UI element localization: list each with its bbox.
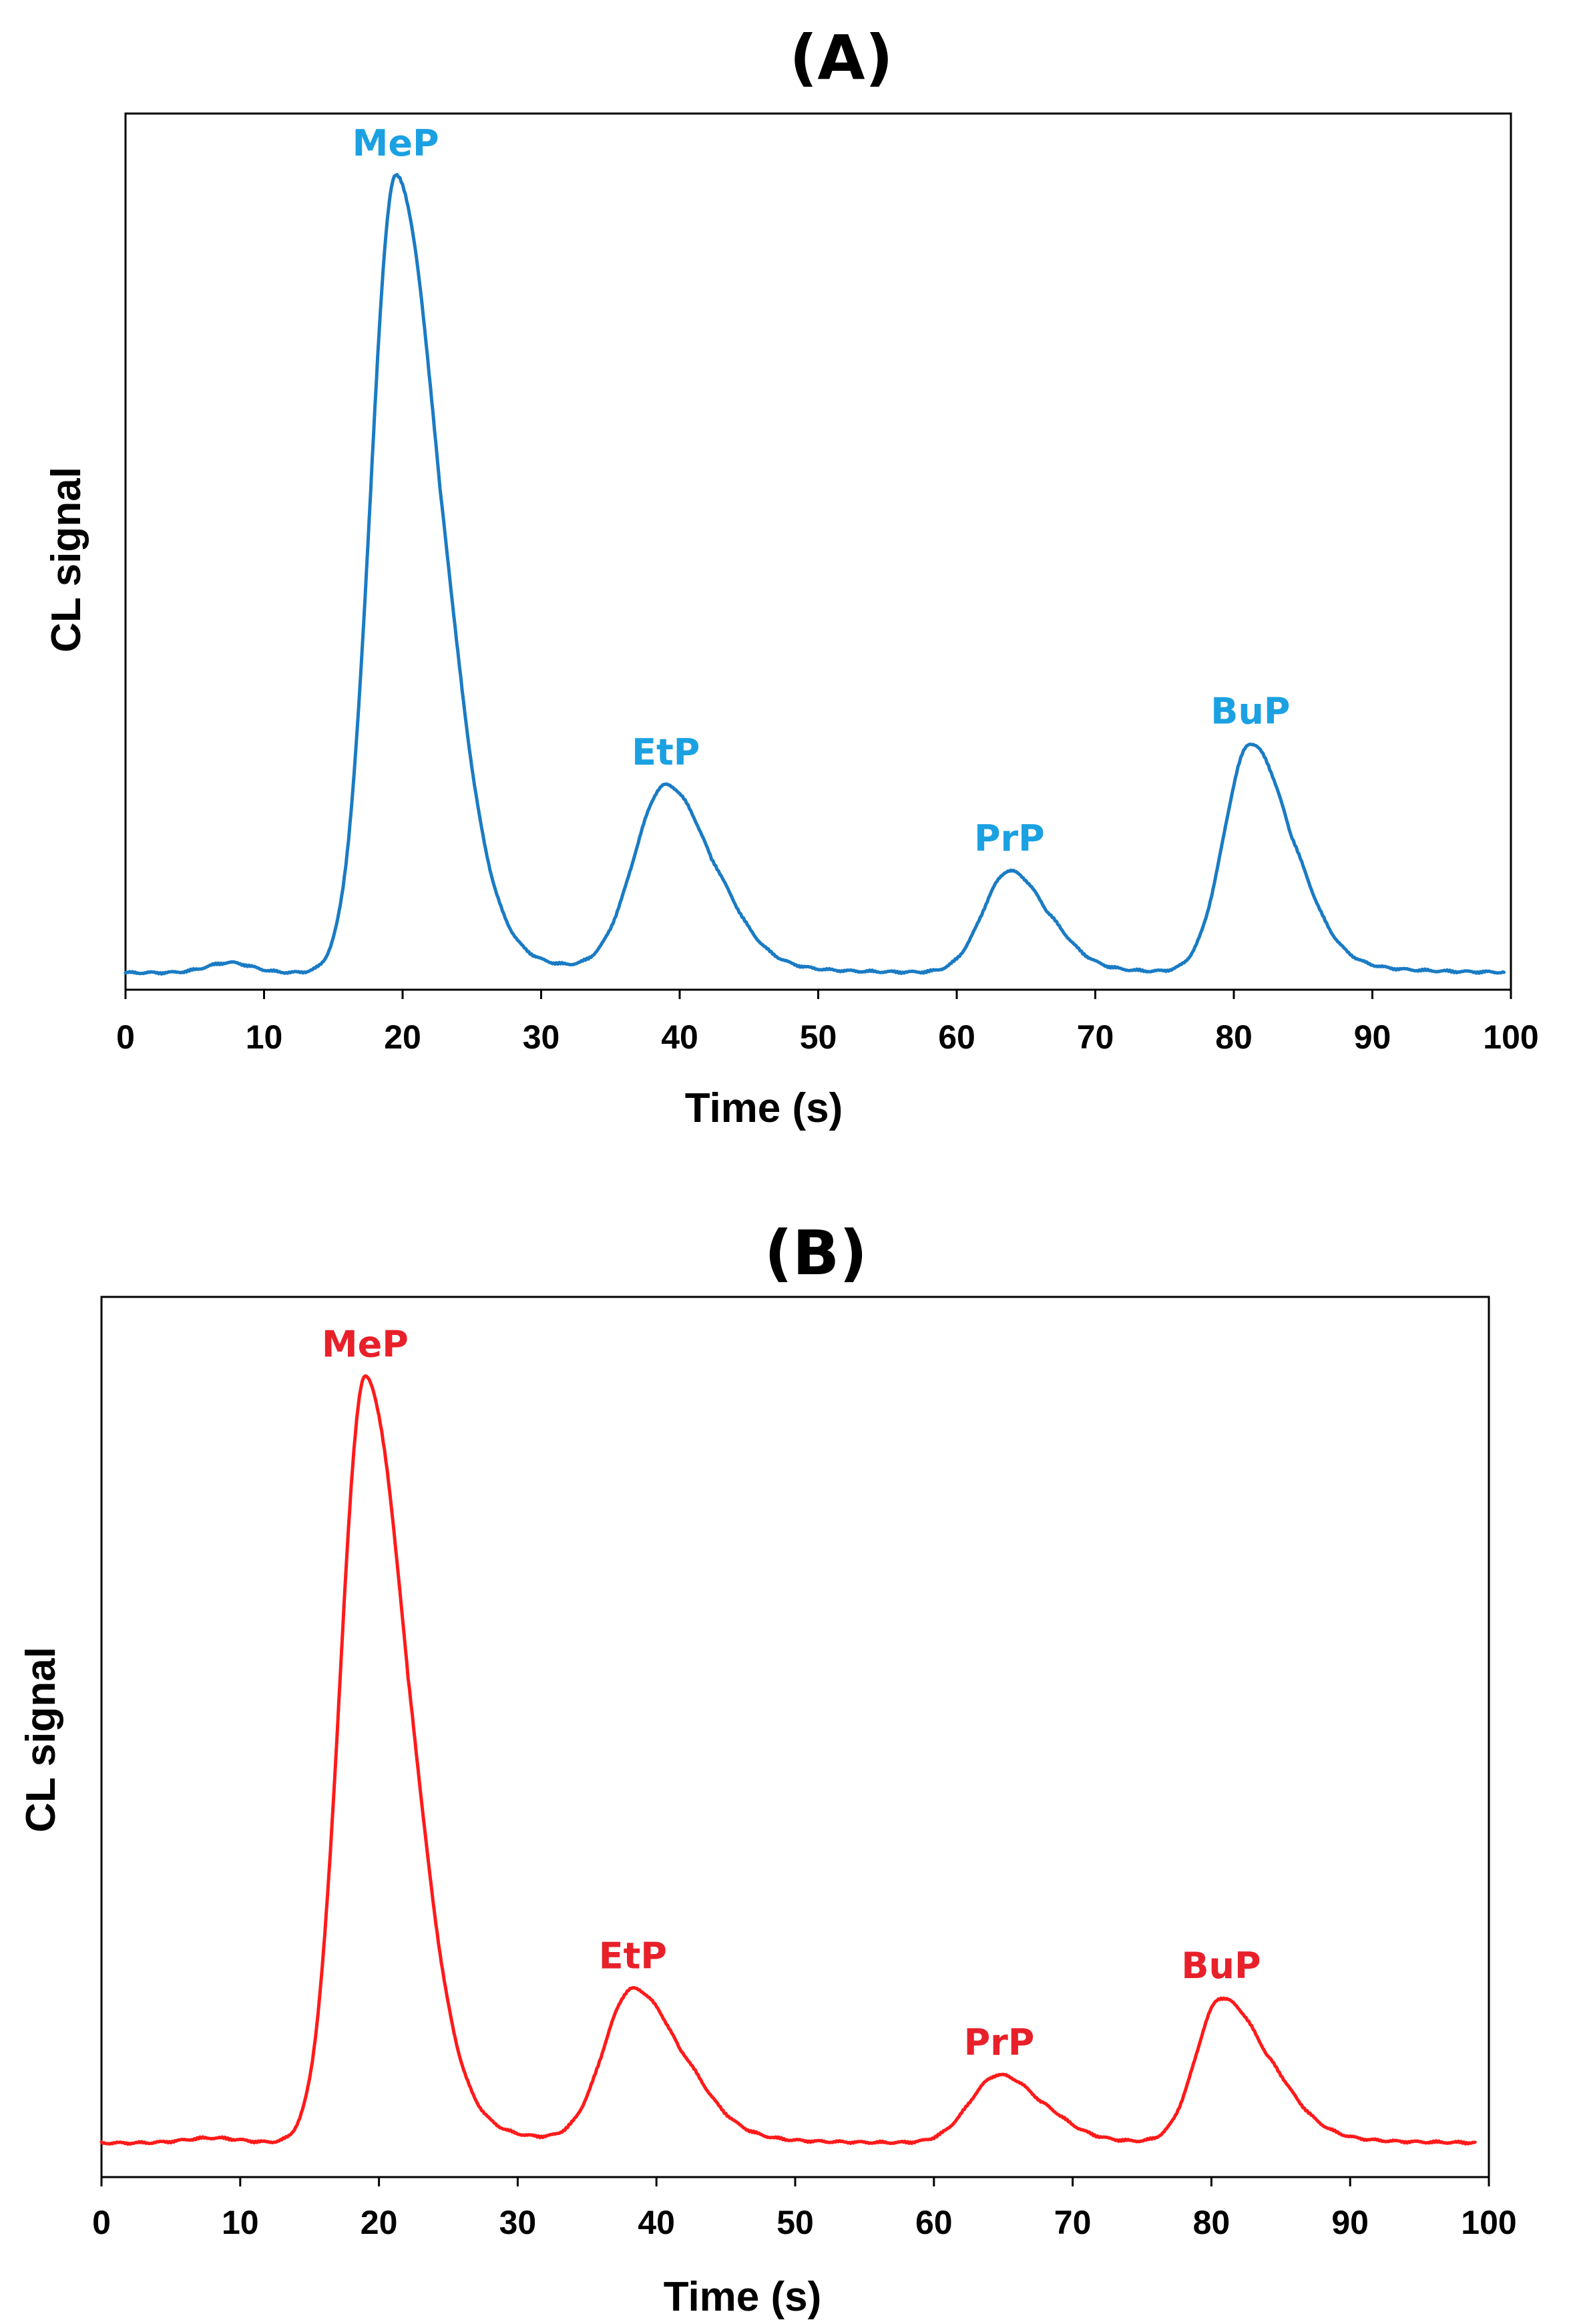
panel-b-peak-label-etp: EtP bbox=[599, 1935, 667, 1977]
panel-a-x-tick-label: 60 bbox=[938, 1018, 975, 1056]
panel-b-peak-labels: MeP EtP PrP BuP bbox=[322, 1324, 1261, 2064]
panel-b-plot-frame bbox=[100, 1296, 1490, 2178]
panel-b-x-tick-label: 70 bbox=[1054, 2204, 1092, 2241]
panel-a-x-tick-label: 70 bbox=[1077, 1018, 1114, 1056]
panel-b-x-tick-labels: 0 10 20 30 40 50 60 70 80 90 100 bbox=[92, 2204, 1517, 2241]
panel-b-x-ticks bbox=[100, 2177, 1490, 2186]
panel-a-peak-label-bup: BuP bbox=[1210, 690, 1290, 732]
panel-b-x-axis-title: Time (s) bbox=[664, 2274, 822, 2320]
panel-a-x-tick-label: 40 bbox=[661, 1018, 698, 1056]
panel-a-y-axis-title: CL signal bbox=[43, 467, 89, 652]
panel-a-title: (A) bbox=[789, 22, 893, 93]
panel-a: (A) 0 10 20 30 40 50 60 70 80 90 100 MePEtPPrPBuP … bbox=[43, 22, 1539, 1131]
panel-b-series-line bbox=[99, 1374, 1477, 2146]
panel-a-peak-label-etp: EtP bbox=[632, 731, 700, 773]
panel-a-x-tick-label: 80 bbox=[1215, 1018, 1253, 1056]
panel-b-x-tick-label: 30 bbox=[499, 2204, 537, 2241]
panel-b-x-tick-label: 20 bbox=[361, 2204, 398, 2241]
panel-b-x-tick-label: 10 bbox=[222, 2204, 259, 2241]
panel-a-x-tick-label: 50 bbox=[800, 1018, 837, 1056]
panel-b-peak-label-bup: BuP bbox=[1181, 1945, 1261, 1987]
panel-b-x-tick-label: 60 bbox=[915, 2204, 953, 2241]
panel-b-peak-label-mep: MeP bbox=[322, 1324, 409, 1366]
panel-b: (B) 0 10 20 30 40 50 60 70 80 90 100 MePEtPPrPBuP … bbox=[18, 1217, 1517, 2320]
panel-b-y-axis-title: CL signal bbox=[18, 1647, 64, 1832]
panel-a-plot-frame bbox=[124, 112, 1512, 991]
panel-b-x-tick-label: 40 bbox=[638, 2204, 675, 2241]
panel-a-x-tick-labels: 0 10 20 30 40 50 60 70 80 90 100 bbox=[116, 1018, 1539, 1056]
panel-b-x-tick-label: 0 bbox=[92, 2204, 111, 2241]
panel-a-series-line bbox=[124, 173, 1506, 976]
panel-a-x-tick-label: 10 bbox=[246, 1018, 283, 1056]
panel-b-title: (B) bbox=[764, 1217, 867, 1289]
panel-a-x-tick-label: 90 bbox=[1354, 1018, 1391, 1056]
panel-a-peak-labels: MeP EtP PrP BuP bbox=[353, 122, 1291, 859]
panel-a-x-tick-label: 20 bbox=[384, 1018, 421, 1056]
panel-b-x-tick-label: 80 bbox=[1193, 2204, 1230, 2241]
panel-b-x-tick-label: 50 bbox=[776, 2204, 814, 2241]
panel-a-x-tick-label: 30 bbox=[523, 1018, 560, 1056]
panel-b-x-tick-label: 90 bbox=[1331, 2204, 1369, 2241]
panel-b-peak-label-prp: PrP bbox=[964, 2021, 1035, 2064]
panel-a-x-ticks bbox=[124, 990, 1512, 999]
panel-a-peak-label-mep: MeP bbox=[353, 122, 439, 164]
panel-a-x-tick-label: 100 bbox=[1483, 1018, 1538, 1056]
panel-a-peak-label-prp: PrP bbox=[974, 817, 1045, 859]
panel-a-x-axis-title: Time (s) bbox=[685, 1085, 843, 1131]
panel-b-x-tick-label: 100 bbox=[1461, 2204, 1516, 2241]
panel-a-x-tick-label: 0 bbox=[116, 1018, 135, 1056]
